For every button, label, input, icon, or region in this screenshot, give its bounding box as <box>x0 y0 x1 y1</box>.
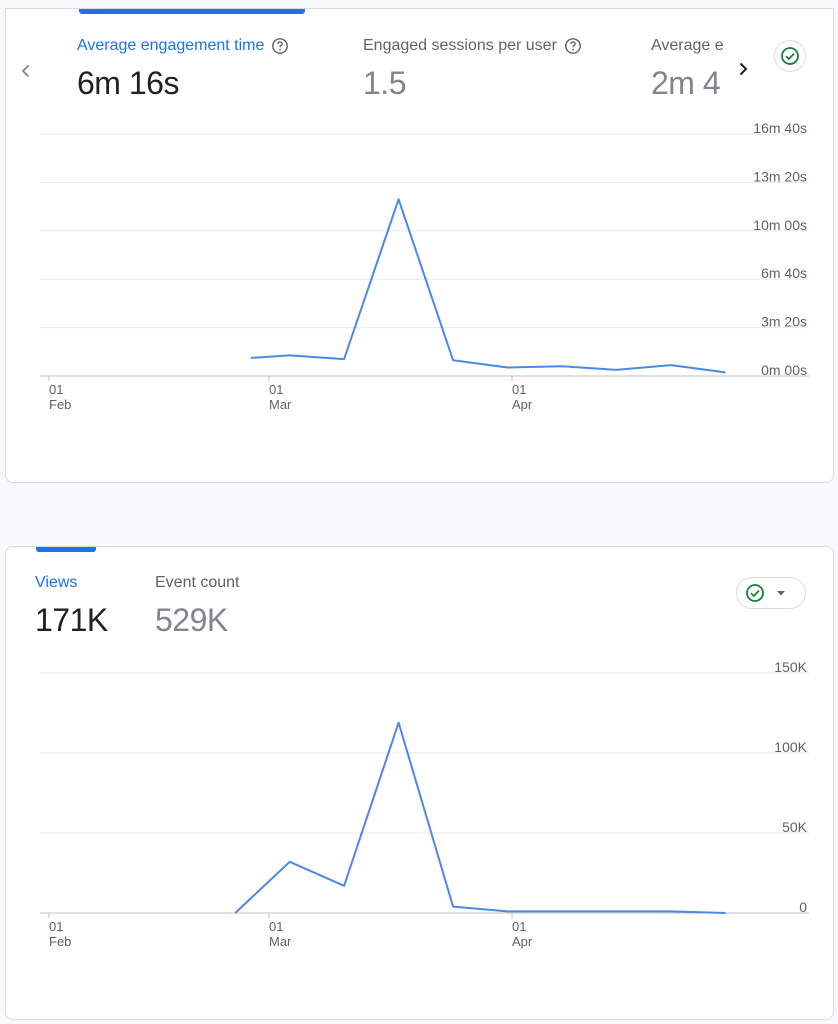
metric-label: Engaged sessions per user <box>363 37 557 54</box>
metric-average-engagement-time[interactable]: Average engagement time 6m 16s <box>77 37 289 102</box>
x-tick-month: Feb <box>49 934 71 949</box>
x-tick-day: 01 <box>269 919 283 934</box>
y-tick-label: 50K <box>782 819 808 835</box>
y-tick-label: 100K <box>774 739 807 755</box>
prev-metrics-button[interactable] <box>14 59 38 83</box>
y-tick-label: 16m 40s <box>753 120 807 136</box>
x-tick-month: Feb <box>49 397 71 412</box>
check-circle-icon <box>746 584 764 602</box>
active-tab-indicator <box>79 9 305 14</box>
active-tab-indicator <box>36 547 96 552</box>
chevron-right-icon <box>739 62 748 76</box>
metric-label: Views <box>35 574 78 591</box>
engagement-time-line-chart: 0m 00s 3m 20s 6m 40s 10m 00s 13m 20s 16m 40s 0… <box>40 120 809 412</box>
metric-label: Event count <box>155 574 240 591</box>
x-tick-month: Mar <box>269 397 292 412</box>
x-tick-day: 01 <box>49 382 63 397</box>
x-tick-day: 01 <box>512 919 526 934</box>
check-circle-icon <box>781 47 799 65</box>
comparison-check-button[interactable] <box>774 40 806 72</box>
metric-label: Average e <box>651 37 724 54</box>
x-tick-month: Mar <box>269 934 292 949</box>
help-circle-icon[interactable] <box>271 37 289 55</box>
y-tick-label: 150K <box>774 659 807 675</box>
x-tick-month: Apr <box>512 934 533 949</box>
series-line <box>234 721 726 914</box>
metric-value: 2m 4 <box>651 65 721 101</box>
next-metrics-button[interactable] <box>731 57 755 81</box>
metric-views[interactable]: Views 171K <box>35 574 108 639</box>
engagement-card: Average engagement time 6m 16s Engaged s… <box>5 8 834 483</box>
y-tick-label: 13m 20s <box>753 168 807 184</box>
x-tick-day: 01 <box>49 919 63 934</box>
arrow-drop-down-icon <box>777 591 785 596</box>
metric-value: 1.5 <box>363 65 406 101</box>
metric-event-count[interactable]: Event count 529K <box>155 574 240 639</box>
metric-value: 171K <box>35 602 108 638</box>
y-tick-label: 6m 40s <box>761 265 807 281</box>
help-circle-icon[interactable] <box>564 37 582 55</box>
x-tick-month: Apr <box>512 397 533 412</box>
metric-engaged-sessions-per-user[interactable]: Engaged sessions per user 1.5 <box>363 37 582 102</box>
y-tick-label: 0m 00s <box>761 362 807 378</box>
y-tick-label: 0 <box>799 899 807 915</box>
x-tick-day: 01 <box>269 382 283 397</box>
metric-value: 6m 16s <box>77 65 179 101</box>
x-tick-day: 01 <box>512 382 526 397</box>
comparison-dropdown[interactable] <box>736 577 806 609</box>
y-tick-label: 3m 20s <box>761 314 807 330</box>
metric-label: Average engagement time <box>77 37 265 54</box>
metric-average-truncated[interactable]: Average e 2m 4 <box>651 37 724 107</box>
chevron-left-icon <box>21 64 30 78</box>
metric-value: 529K <box>155 602 228 638</box>
y-tick-label: 10m 00s <box>753 217 807 233</box>
views-card: Views 171K Event count 529K 0 50K 100K 150K… <box>5 546 834 1020</box>
series-line <box>250 198 726 374</box>
